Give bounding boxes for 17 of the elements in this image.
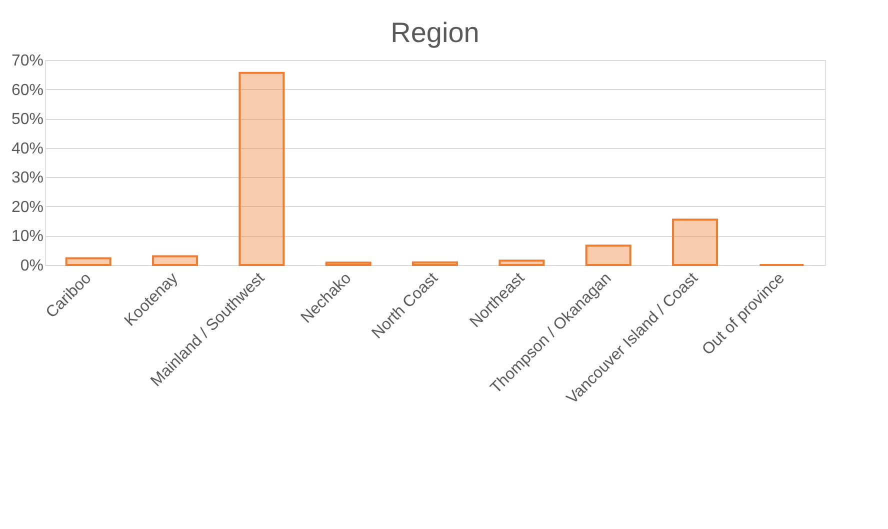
y-tick-label: 60% <box>11 82 44 99</box>
y-tick-label: 10% <box>11 228 44 246</box>
y-tick-label: 30% <box>11 170 44 187</box>
bar <box>412 261 458 266</box>
bar <box>238 72 285 266</box>
bar <box>672 218 718 266</box>
y-tick-label: 20% <box>11 198 44 216</box>
bar <box>498 260 545 266</box>
y-tick-label: 50% <box>11 111 44 128</box>
y-tick-label: 0% <box>20 258 44 274</box>
bar <box>325 262 372 266</box>
bar <box>585 244 632 266</box>
chart-title: Region <box>390 17 480 48</box>
bar <box>152 255 198 266</box>
y-tick-label: 40% <box>11 140 44 158</box>
y-tick-label: 70% <box>11 52 44 70</box>
bar <box>65 257 112 266</box>
